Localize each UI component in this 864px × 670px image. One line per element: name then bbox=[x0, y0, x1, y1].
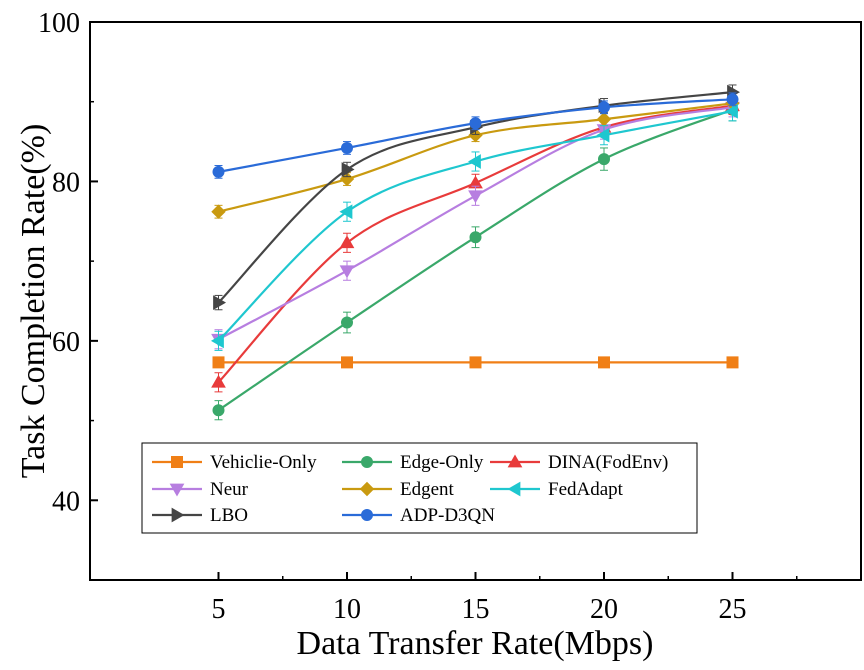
y-tick-label: 80 bbox=[52, 167, 80, 198]
data-point-adp-d3qn bbox=[726, 93, 739, 106]
legend-marker-edge-only bbox=[361, 456, 373, 468]
x-axis-title: Data Transfer Rate(Mbps) bbox=[297, 625, 654, 662]
legend-label: Vehiclie-Only bbox=[210, 452, 317, 473]
series-fedadapt bbox=[210, 101, 738, 351]
series-layer bbox=[210, 84, 741, 421]
legend-item-edge-only: Edge-Only bbox=[342, 452, 484, 473]
data-point-edge-only bbox=[341, 316, 353, 329]
x-tick-label: 10 bbox=[333, 594, 361, 625]
data-point-fedadapt bbox=[596, 127, 610, 143]
legend-marker-adp-d3qn bbox=[361, 509, 373, 521]
data-point-vehiclie-only bbox=[726, 356, 739, 369]
data-point-vehiclie-only bbox=[469, 356, 482, 369]
legend-item-edgent: Edgent bbox=[342, 479, 455, 500]
x-tick-label: 25 bbox=[719, 594, 747, 625]
legend-marker-fedadapt bbox=[507, 481, 521, 497]
y-axis-title: Task Completion Rate(%) bbox=[15, 124, 52, 479]
ticks-layer: 5 10 15 20 25 40 60 80 100 bbox=[38, 8, 798, 625]
data-point-edge-only bbox=[212, 404, 225, 417]
legend-item-dina-fodenv: DINA(FodEnv) bbox=[490, 452, 668, 473]
legend-item-vehiclie-only: Vehiclie-Only bbox=[152, 452, 317, 473]
data-point-lbo bbox=[341, 162, 355, 177]
legend-label: FedAdapt bbox=[548, 479, 624, 500]
data-point-adp-d3qn bbox=[212, 165, 225, 178]
legend-label: Edge-Only bbox=[400, 452, 484, 473]
legend-marker-neur bbox=[169, 483, 185, 497]
data-point-edge-only bbox=[469, 231, 482, 244]
data-point-adp-d3qn bbox=[469, 117, 482, 130]
legend-label: DINA(FodEnv) bbox=[548, 452, 668, 473]
legend-item-lbo: LBO bbox=[152, 505, 248, 526]
data-point-dina-fodenv bbox=[339, 235, 355, 249]
y-tick-label: 40 bbox=[52, 486, 80, 517]
legend-label: ADP-D3QN bbox=[400, 505, 495, 526]
legend-item-fedadapt: FedAdapt bbox=[490, 479, 624, 500]
data-point-vehiclie-only bbox=[341, 356, 353, 369]
data-point-lbo bbox=[213, 295, 227, 310]
data-point-edgent bbox=[596, 112, 612, 127]
legend-marker-vehiclie-only bbox=[171, 456, 183, 468]
legend-box bbox=[141, 442, 698, 534]
x-tick-label: 20 bbox=[590, 594, 618, 625]
data-point-edgent bbox=[339, 171, 355, 187]
data-point-fedadapt bbox=[210, 333, 224, 349]
legend: Vehiclie-Only Edge-Only DINA(FodEnv) Neur Ed… bbox=[141, 442, 698, 534]
series-adp-d3qn bbox=[212, 92, 739, 179]
data-point-fedadapt bbox=[339, 204, 353, 220]
data-point-vehiclie-only bbox=[598, 356, 610, 369]
data-point-adp-d3qn bbox=[598, 101, 610, 114]
series-vehiclie-only bbox=[212, 356, 739, 369]
series-line-fedadapt bbox=[217, 110, 733, 342]
data-point-edge-only bbox=[598, 153, 610, 166]
y-tick-label: 60 bbox=[52, 327, 80, 358]
data-point-dina-fodenv bbox=[211, 374, 226, 388]
legend-label: Neur bbox=[210, 479, 249, 500]
data-point-neur bbox=[339, 265, 355, 279]
legend-label: LBO bbox=[210, 505, 248, 526]
legend-item-neur: Neur bbox=[152, 479, 249, 500]
legend-marker-lbo bbox=[171, 507, 185, 523]
x-tick-label: 15 bbox=[462, 594, 490, 625]
data-point-fedadapt bbox=[467, 154, 481, 169]
data-point-fedadapt bbox=[724, 103, 738, 119]
legend-item-adp-d3qn: ADP-D3QN bbox=[342, 505, 495, 526]
data-point-adp-d3qn bbox=[341, 141, 353, 154]
legend-marker-edgent bbox=[359, 481, 375, 497]
y-tick-label: 100 bbox=[38, 8, 80, 39]
data-point-vehiclie-only bbox=[212, 356, 225, 369]
x-tick-label: 5 bbox=[212, 594, 226, 625]
legend-label: Edgent bbox=[400, 479, 455, 500]
legend-marker-dina-fodenv bbox=[507, 454, 523, 468]
series-edge-only bbox=[212, 98, 739, 421]
data-point-edgent bbox=[211, 204, 226, 219]
data-point-neur bbox=[468, 190, 483, 204]
